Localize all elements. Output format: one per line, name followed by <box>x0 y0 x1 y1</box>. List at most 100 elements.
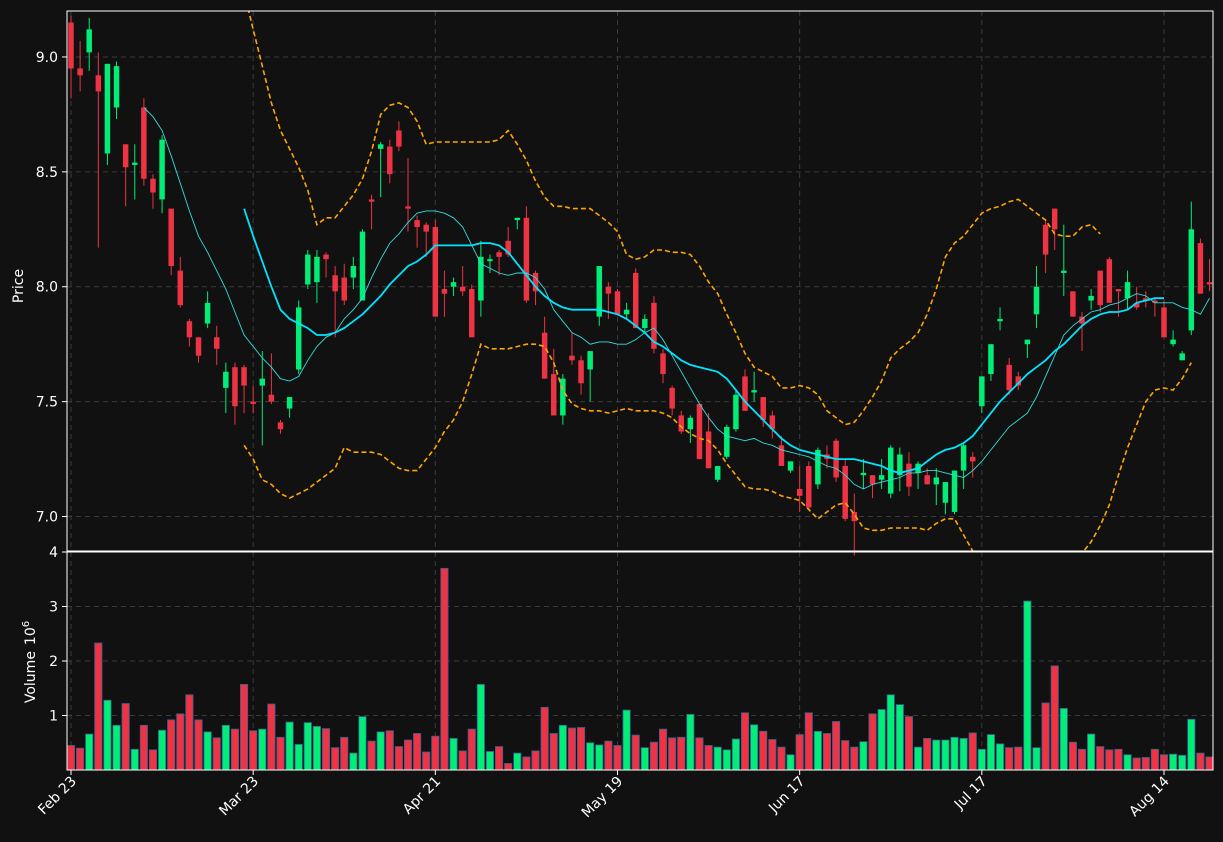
candle-body <box>150 178 156 193</box>
candle-body <box>232 367 238 407</box>
candle-body <box>897 454 903 476</box>
volume-bar <box>658 728 668 771</box>
volume-bar <box>1196 752 1205 771</box>
candle-body <box>396 130 402 147</box>
upper-band-line <box>247 11 1101 426</box>
candle-body <box>769 415 776 430</box>
candle-body <box>632 272 639 329</box>
volume-axis-title-text: Volume <box>23 651 39 703</box>
candle-body <box>751 390 757 393</box>
candle-body <box>459 286 466 292</box>
candle-body <box>569 355 575 361</box>
fast-moving-average-line <box>143 107 1210 490</box>
volume-bar <box>413 733 422 771</box>
volume-bar <box>841 740 850 771</box>
candle-body <box>423 224 429 232</box>
volume-bar <box>1114 748 1123 771</box>
volume-bar <box>221 724 230 771</box>
volume-bar <box>886 694 895 771</box>
volume-bar <box>203 731 212 771</box>
candle-body <box>341 277 347 301</box>
volume-bar <box>1150 748 1159 771</box>
candle-body <box>332 275 338 292</box>
slow-moving-average-line <box>243 208 1164 474</box>
volume-bar <box>139 724 148 771</box>
volume-bar <box>349 752 358 771</box>
candle-body <box>1097 270 1103 306</box>
candle-body <box>979 376 985 407</box>
volume-bar <box>485 751 495 771</box>
candle-body <box>551 374 557 416</box>
candle-body <box>268 394 275 402</box>
candle-body <box>714 465 721 480</box>
volume-bar <box>649 741 658 771</box>
volume-axis-title-exponent: 6 <box>21 621 32 627</box>
candle-body <box>587 351 593 370</box>
volume-bar <box>422 751 431 771</box>
candle-body <box>478 256 484 301</box>
volume-bar <box>722 749 731 771</box>
volume-bar <box>312 726 321 771</box>
volume-bar <box>185 694 194 771</box>
candle-body <box>997 318 1003 322</box>
candle-body <box>1152 300 1158 303</box>
volume-bar <box>713 746 722 771</box>
candle-body <box>842 465 848 519</box>
volume-bar <box>740 712 750 771</box>
candle-body <box>851 511 858 522</box>
volume-bar <box>1123 754 1132 771</box>
volume-bar <box>677 736 686 771</box>
volume-bar <box>540 706 549 771</box>
candle-body <box>359 231 366 301</box>
candle-body <box>924 475 930 485</box>
candle-body <box>1006 364 1012 391</box>
candle-body <box>1188 229 1195 331</box>
candle-body <box>1070 291 1076 317</box>
price-tick-label: 8.0 <box>36 280 58 296</box>
candle-body <box>796 488 803 496</box>
candle-body <box>760 397 766 421</box>
candle-body <box>651 302 657 349</box>
volume-bar <box>294 743 303 771</box>
volume-bar <box>1041 702 1050 771</box>
volume-bar <box>1068 741 1077 771</box>
candle-body <box>250 401 256 404</box>
volume-bar <box>440 567 449 771</box>
volume-bar <box>148 749 158 771</box>
volume-bar <box>513 752 522 771</box>
volume-bar <box>394 746 403 771</box>
volume-bar <box>768 739 777 771</box>
volume-bar <box>212 737 221 771</box>
candle-body <box>405 206 411 209</box>
candle-body <box>806 465 812 508</box>
volume-bar <box>1005 747 1014 771</box>
volume-bar <box>1159 754 1169 771</box>
volume-bar <box>595 744 604 771</box>
candle-body <box>942 482 949 503</box>
candle-body <box>642 318 648 329</box>
candle-body <box>177 270 184 306</box>
volume-bar <box>731 738 740 771</box>
candle-body <box>1197 243 1204 294</box>
volume-bar <box>522 756 531 771</box>
volume-bar <box>1087 733 1096 771</box>
candle-body <box>469 289 475 338</box>
candle-body <box>104 63 111 154</box>
volume-bar <box>85 733 94 771</box>
candle-body <box>432 227 439 317</box>
volume-bar <box>1077 748 1087 771</box>
volume-bar <box>376 731 385 771</box>
candle-body <box>213 337 220 349</box>
candle-body <box>68 22 74 69</box>
candle-body <box>350 266 357 278</box>
volume-bar <box>276 736 285 771</box>
volume-bar <box>668 737 677 771</box>
candle-body <box>95 75 102 92</box>
volume-tick-label: 1 <box>49 709 58 725</box>
volume-bar <box>303 722 312 771</box>
candle-body <box>988 344 994 375</box>
volume-bar <box>850 746 859 771</box>
volume-bar <box>1187 718 1196 771</box>
